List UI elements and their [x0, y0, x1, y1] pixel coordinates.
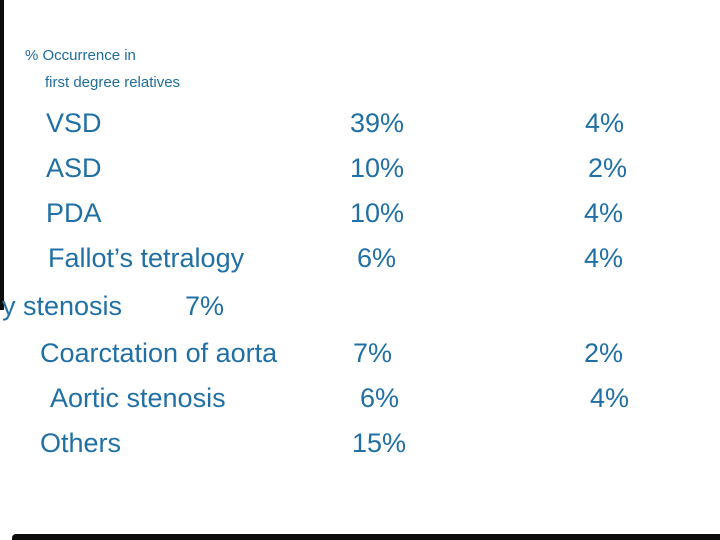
table-row: Coarctation of aorta 7% 2%: [0, 335, 720, 371]
defect-name: Others: [40, 428, 122, 458]
defect-name: Coarctation of aorta: [40, 338, 278, 368]
defect-name: Fallot’s tetralogy: [48, 243, 245, 273]
table-row: Others 15%: [0, 425, 720, 461]
defect-name: PDA: [46, 198, 102, 228]
occurrence-second-value: 4%: [584, 243, 624, 273]
table-row: Fallot’s tetralogy 6% 4%: [0, 240, 720, 276]
table-row-truncated: y stenosis 7%: [0, 288, 720, 324]
occurrence-relatives-value: 39%: [350, 108, 405, 138]
occurrence-relatives-value: 15%: [352, 428, 407, 458]
defect-name: y stenosis: [2, 291, 123, 321]
occurrence-second-value: 2%: [584, 338, 624, 368]
left-border-line: [0, 0, 4, 310]
defect-name: Aortic stenosis: [50, 383, 226, 413]
occurrence-relatives-value: 6%: [360, 383, 400, 413]
occurrence-relatives-value: 7%: [353, 338, 393, 368]
occurrence-relatives-value: 10%: [350, 153, 405, 183]
occurrence-second-value: 4%: [584, 198, 624, 228]
defect-name: VSD: [46, 108, 102, 138]
occurrence-second-value: 4%: [585, 108, 625, 138]
header-line-2: first degree relatives: [45, 74, 181, 91]
occurrence-relatives-value: 10%: [350, 198, 405, 228]
table-row: Aortic stenosis 6% 4%: [0, 380, 720, 416]
occurrence-relatives-value: 6%: [357, 243, 397, 273]
defect-name: ASD: [46, 153, 102, 183]
occurrence-second-value: 2%: [588, 153, 628, 183]
bottom-border-line: [12, 534, 720, 540]
header-line-1: % Occurrence in: [25, 47, 136, 64]
table-row: ASD 10% 2%: [0, 150, 720, 186]
occurrence-second-value: 4%: [590, 383, 630, 413]
table-row: PDA 10% 4%: [0, 195, 720, 231]
table-row: VSD 39% 4%: [0, 105, 720, 141]
occurrence-relatives-value: 7%: [185, 291, 225, 321]
